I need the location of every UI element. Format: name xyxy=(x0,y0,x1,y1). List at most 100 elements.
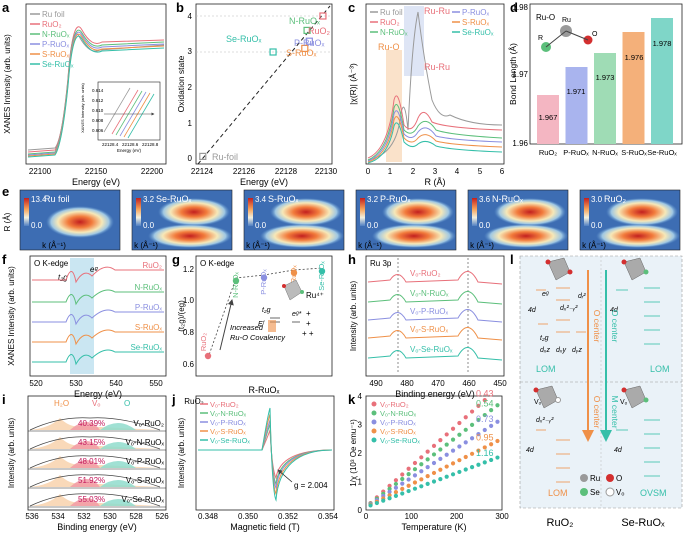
data-point xyxy=(482,398,487,403)
data-point xyxy=(419,462,424,467)
point-label: N-RuOₓ xyxy=(289,16,320,26)
y-tick: 2 xyxy=(188,83,193,92)
data-point xyxy=(444,432,449,437)
x-tick: 530 xyxy=(103,512,117,521)
data-point xyxy=(419,469,424,474)
ru-atom-icon xyxy=(580,474,588,482)
panel-k: k 1/χ (10³ Oe emu⁻¹) Temperature (K) 0 10… xyxy=(348,388,509,532)
legend: Ru foil RuO₂ N-RuOₓ P-RuOₓ S-RuOₓ Se-RuO… xyxy=(30,10,74,69)
orbital-occupancy: + xyxy=(306,319,311,328)
legend-entry: S-RuOₓ xyxy=(42,50,69,59)
y-tick: 4 xyxy=(188,12,193,21)
mechanism-label: LOM xyxy=(650,364,670,374)
data-point xyxy=(412,460,418,466)
wavelet-map: 3.6 0.0 N-RuOₓ xyxy=(467,189,569,251)
colorbar-max: 3.6 xyxy=(479,195,491,204)
map-title: S-RuOₓ xyxy=(268,194,299,204)
y-axis-label: |χ(R)| (Å⁻³) xyxy=(348,63,358,105)
data-point xyxy=(489,457,494,463)
legend: Ru O Se Vₒ xyxy=(580,474,624,497)
legend-entry: Vₒ-Se-RuOₓ xyxy=(380,436,420,445)
y-tick: 1.96 xyxy=(512,139,528,148)
point-label: S-RuOₓ xyxy=(286,48,317,58)
peak-vo xyxy=(70,460,100,468)
legend-entry: Ru foil xyxy=(42,10,65,19)
data-point xyxy=(450,472,456,477)
orbital-label: dₓ²₋ᵧ² xyxy=(560,305,578,312)
scatter-points xyxy=(204,268,326,360)
bar-label: 1.976 xyxy=(625,53,644,62)
orbital-label: t₂g xyxy=(540,335,549,342)
bar-label: 1.973 xyxy=(596,73,615,82)
panel-title: Ru 3p xyxy=(370,259,392,268)
legend-entry: S-RuOₓ xyxy=(135,323,162,332)
slope-label: 1.16 xyxy=(476,448,494,458)
data-point xyxy=(400,491,405,496)
x-axis-label: R-RuOₓ xyxy=(249,385,280,395)
legend-entry: Vₒ-RuO₂ xyxy=(210,400,239,409)
colorbar xyxy=(24,198,29,226)
axes-frame xyxy=(29,255,167,377)
arrow-text: Ru-O Covalency xyxy=(230,333,286,342)
curve-ruo2 xyxy=(32,266,164,284)
orbital-label: 4d xyxy=(614,447,623,454)
axes-frame xyxy=(25,3,167,165)
data-point xyxy=(495,403,500,408)
bar xyxy=(565,67,588,144)
legend-entry: Vₒ-P-RuOₓ xyxy=(210,418,246,427)
scatter-point xyxy=(318,268,326,275)
x-axis-label: Temperature (K) xyxy=(401,522,466,532)
y-axis-label: R (Å) xyxy=(3,212,12,231)
percentage: 55.03% xyxy=(78,495,105,504)
colorbar xyxy=(584,198,589,226)
point-label: P-RuOₓ xyxy=(294,38,325,48)
inset-x-label: Energy (eV) xyxy=(117,148,142,153)
y-tick: 0.8 xyxy=(183,328,195,337)
data-point xyxy=(476,417,481,423)
x-axis-label: k (Å⁻¹) xyxy=(134,241,158,250)
legend-entry: RuO₂ xyxy=(42,20,62,29)
colorbar xyxy=(136,198,141,226)
annotation: Ru-O xyxy=(378,42,400,52)
x-tick: P-RuOₓ xyxy=(563,148,589,157)
data-point xyxy=(425,464,430,470)
data-point xyxy=(438,456,443,461)
x-tick: 536 xyxy=(25,512,39,521)
bars xyxy=(537,18,673,144)
point-label: S-RuOₓ xyxy=(289,265,298,291)
atom-label: Ru xyxy=(562,17,571,24)
data-point xyxy=(495,438,500,444)
data-point xyxy=(406,466,411,471)
curve-p xyxy=(32,309,164,326)
octahedron-icon xyxy=(283,279,303,301)
data-point xyxy=(419,455,424,460)
scatter-point xyxy=(319,12,327,20)
data-point xyxy=(476,448,481,453)
data-point xyxy=(495,419,500,424)
envelope xyxy=(29,455,161,469)
x-tick: 3 xyxy=(433,167,438,176)
orbital-label: dₓy xyxy=(556,347,567,354)
scatter-point xyxy=(290,269,298,276)
panel-f: f XANES Intensity (arb. units) Energy (e… xyxy=(2,252,167,399)
y-tick: 0 xyxy=(188,154,193,163)
x-tick: 470 xyxy=(431,379,445,388)
data-point xyxy=(495,455,500,460)
x-axis-label: Magnetic field (T) xyxy=(230,522,300,532)
legend-entry: Ru foil xyxy=(380,8,403,17)
data-point xyxy=(457,469,462,475)
legend: Vₒ-RuO₂ Vₒ-N-RuOₓ Vₒ-P-RuOₓ Vₒ-S-RuOₓ Vₒ… xyxy=(371,400,420,445)
panel-letter: c xyxy=(348,0,355,15)
scatter-points xyxy=(199,12,327,160)
x-tick: 520 xyxy=(29,379,43,388)
axes-frame xyxy=(195,255,333,377)
wavelet-map: 3.2 0.0 Se-RuOₓ xyxy=(131,189,233,251)
percentage: 43.15% xyxy=(78,438,105,447)
envelope xyxy=(29,417,161,431)
panel-b: b Oxidation state Energy (eV) 22124 2212… xyxy=(176,0,338,187)
colorbar-min: 0.0 xyxy=(367,221,379,230)
y-axis-label: Bond Length (Å) xyxy=(508,43,518,105)
panel-letter: j xyxy=(171,392,176,407)
data-point xyxy=(400,486,405,492)
axes-frame xyxy=(195,3,333,165)
